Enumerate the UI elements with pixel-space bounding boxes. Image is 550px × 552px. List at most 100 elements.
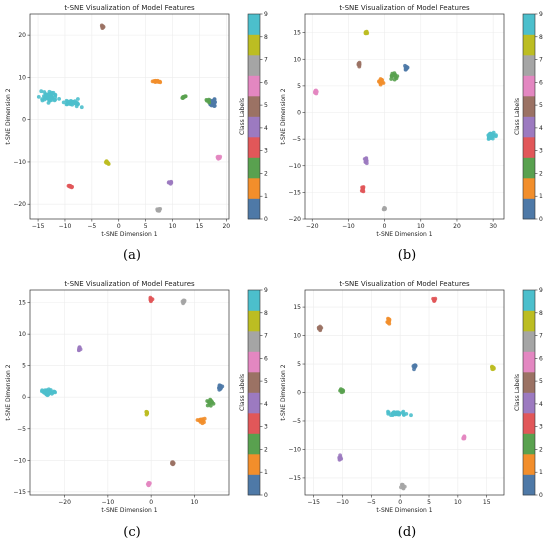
- y-axis-label: t-SNE Dimension 2: [5, 364, 12, 420]
- colorbar: 0 1 2 3 4 5 6 7 8 9 Class Labels: [239, 11, 268, 223]
- data-point-class-7: [400, 483, 405, 487]
- colorbar-swatch-9: [248, 290, 260, 311]
- colorbar-tick-label: 4: [264, 401, 268, 408]
- panel-d: t-SNE Visualization of Model Features −15…: [275, 276, 550, 552]
- colorbar-swatch-6: [248, 75, 260, 97]
- colorbar-tick-label: 8: [264, 310, 268, 317]
- colorbar-tick-label: 2: [539, 170, 543, 177]
- colorbar-swatch-0: [523, 474, 535, 496]
- colorbar-swatch-5: [523, 96, 535, 117]
- colorbar-tick-label: 7: [539, 57, 543, 64]
- x-tick-label: −20: [306, 223, 319, 230]
- y-tick-label: 15: [293, 30, 301, 37]
- colorbar-tick-label: 4: [264, 125, 268, 132]
- colorbar-swatch-9: [523, 14, 535, 35]
- data-point-class-9: [47, 92, 52, 96]
- panel-b: t-SNE Visualization of Model Features −20…: [275, 0, 550, 276]
- colorbar-tick-label: 6: [539, 79, 543, 86]
- scatter-chart-c: t-SNE Visualization of Model Features −20…: [5, 280, 268, 514]
- scatter-chart-b: t-SNE Visualization of Model Features −20…: [280, 4, 543, 238]
- colorbar-swatch-6: [523, 351, 535, 373]
- y-tick-label: −10: [13, 457, 26, 464]
- data-point-class-9: [52, 98, 57, 103]
- data-point-class-8: [364, 30, 369, 35]
- data-point-class-3: [432, 299, 436, 303]
- x-axis-label: t-SNE Dimension 1: [101, 231, 157, 238]
- data-point-class-9: [70, 100, 75, 104]
- colorbar-tick-label: 1: [539, 469, 543, 476]
- data-point-class-6: [217, 156, 222, 160]
- colorbar-swatch-9: [523, 290, 535, 311]
- data-point-class-3: [361, 186, 366, 191]
- x-tick-label: 0: [117, 223, 121, 230]
- data-point-class-2: [206, 98, 211, 103]
- data-point-class-8: [144, 410, 149, 414]
- data-point-class-1: [380, 80, 385, 85]
- colorbar-tick-label: 4: [539, 401, 543, 408]
- colorbar-tick-label: 3: [539, 424, 543, 431]
- y-tick-label: 0: [297, 390, 301, 397]
- data-point-class-9: [57, 97, 61, 101]
- x-tick-label: 10: [169, 223, 177, 230]
- data-point-class-9: [409, 413, 413, 418]
- data-point-class-6: [461, 436, 466, 441]
- colorbar-frame: [247, 289, 261, 496]
- data-point-class-8: [104, 161, 109, 165]
- plot-frame: [29, 13, 230, 220]
- data-point-class-9: [488, 131, 493, 136]
- x-tick-label: −15: [307, 499, 320, 506]
- colorbar-swatch-2: [523, 433, 535, 455]
- data-point-class-4: [337, 455, 342, 460]
- colorbar-label: Class Labels: [239, 98, 246, 135]
- y-tick-label: −10: [13, 159, 26, 166]
- colorbar-tick-label: 1: [264, 193, 268, 200]
- colorbar-tick-label: 0: [264, 492, 268, 499]
- colorbar-tick-label: 7: [264, 333, 268, 340]
- data-point-class-9: [40, 389, 44, 394]
- x-tick-label: 10: [417, 223, 425, 230]
- data-point-class-9: [391, 411, 396, 416]
- plot-frame: [29, 289, 230, 496]
- y-tick-label: 0: [297, 110, 301, 117]
- colorbar-tick-label: 1: [539, 193, 543, 200]
- data-point-class-4: [363, 160, 368, 164]
- data-point-class-9: [43, 388, 47, 393]
- colorbar-tick-label: 2: [264, 446, 268, 453]
- caption-c: (c): [123, 525, 141, 540]
- data-point-class-2: [205, 403, 210, 408]
- x-tick-label: 5: [144, 223, 148, 230]
- data-point-class-2: [208, 400, 213, 405]
- data-point-class-5: [319, 326, 324, 330]
- colorbar-swatch-1: [523, 454, 535, 475]
- x-tick-label: −20: [58, 499, 71, 506]
- colorbar-tick-label: 9: [264, 287, 268, 294]
- data-point-class-9: [61, 100, 66, 105]
- data-point-class-9: [40, 97, 44, 101]
- data-point-class-5: [170, 461, 175, 465]
- colorbar: 0 1 2 3 4 5 6 7 8 9 Class Labels: [239, 287, 268, 499]
- data-point-class-5: [357, 62, 362, 67]
- colorbar-tick-label: 8: [264, 34, 268, 41]
- colorbar-swatch-8: [248, 34, 260, 56]
- data-point-class-0: [413, 364, 417, 369]
- scatter-chart-a: t-SNE Visualization of Model Features −15…: [5, 4, 268, 238]
- colorbar-swatch-1: [248, 178, 260, 199]
- x-tick-label: 0: [398, 499, 402, 506]
- data-point-class-9: [402, 413, 406, 417]
- colorbar-swatch-4: [523, 116, 535, 138]
- colorbar-tick-label: 0: [264, 216, 268, 223]
- data-point-class-7: [156, 207, 161, 212]
- y-tick-label: 10: [18, 331, 26, 338]
- colorbar-swatch-7: [523, 55, 535, 76]
- colorbar-tick-label: 2: [539, 446, 543, 453]
- data-point-class-0: [219, 386, 223, 390]
- y-tick-label: 10: [293, 333, 301, 340]
- data-point-class-9: [48, 97, 52, 102]
- colorbar-swatch-0: [523, 198, 535, 220]
- x-tick-label: −10: [102, 499, 115, 506]
- x-tick-label: −10: [342, 223, 355, 230]
- colorbar-swatch-6: [248, 351, 260, 373]
- colorbar-swatch-5: [248, 96, 260, 117]
- data-point-class-1: [202, 416, 207, 421]
- colorbar-swatch-3: [523, 137, 535, 158]
